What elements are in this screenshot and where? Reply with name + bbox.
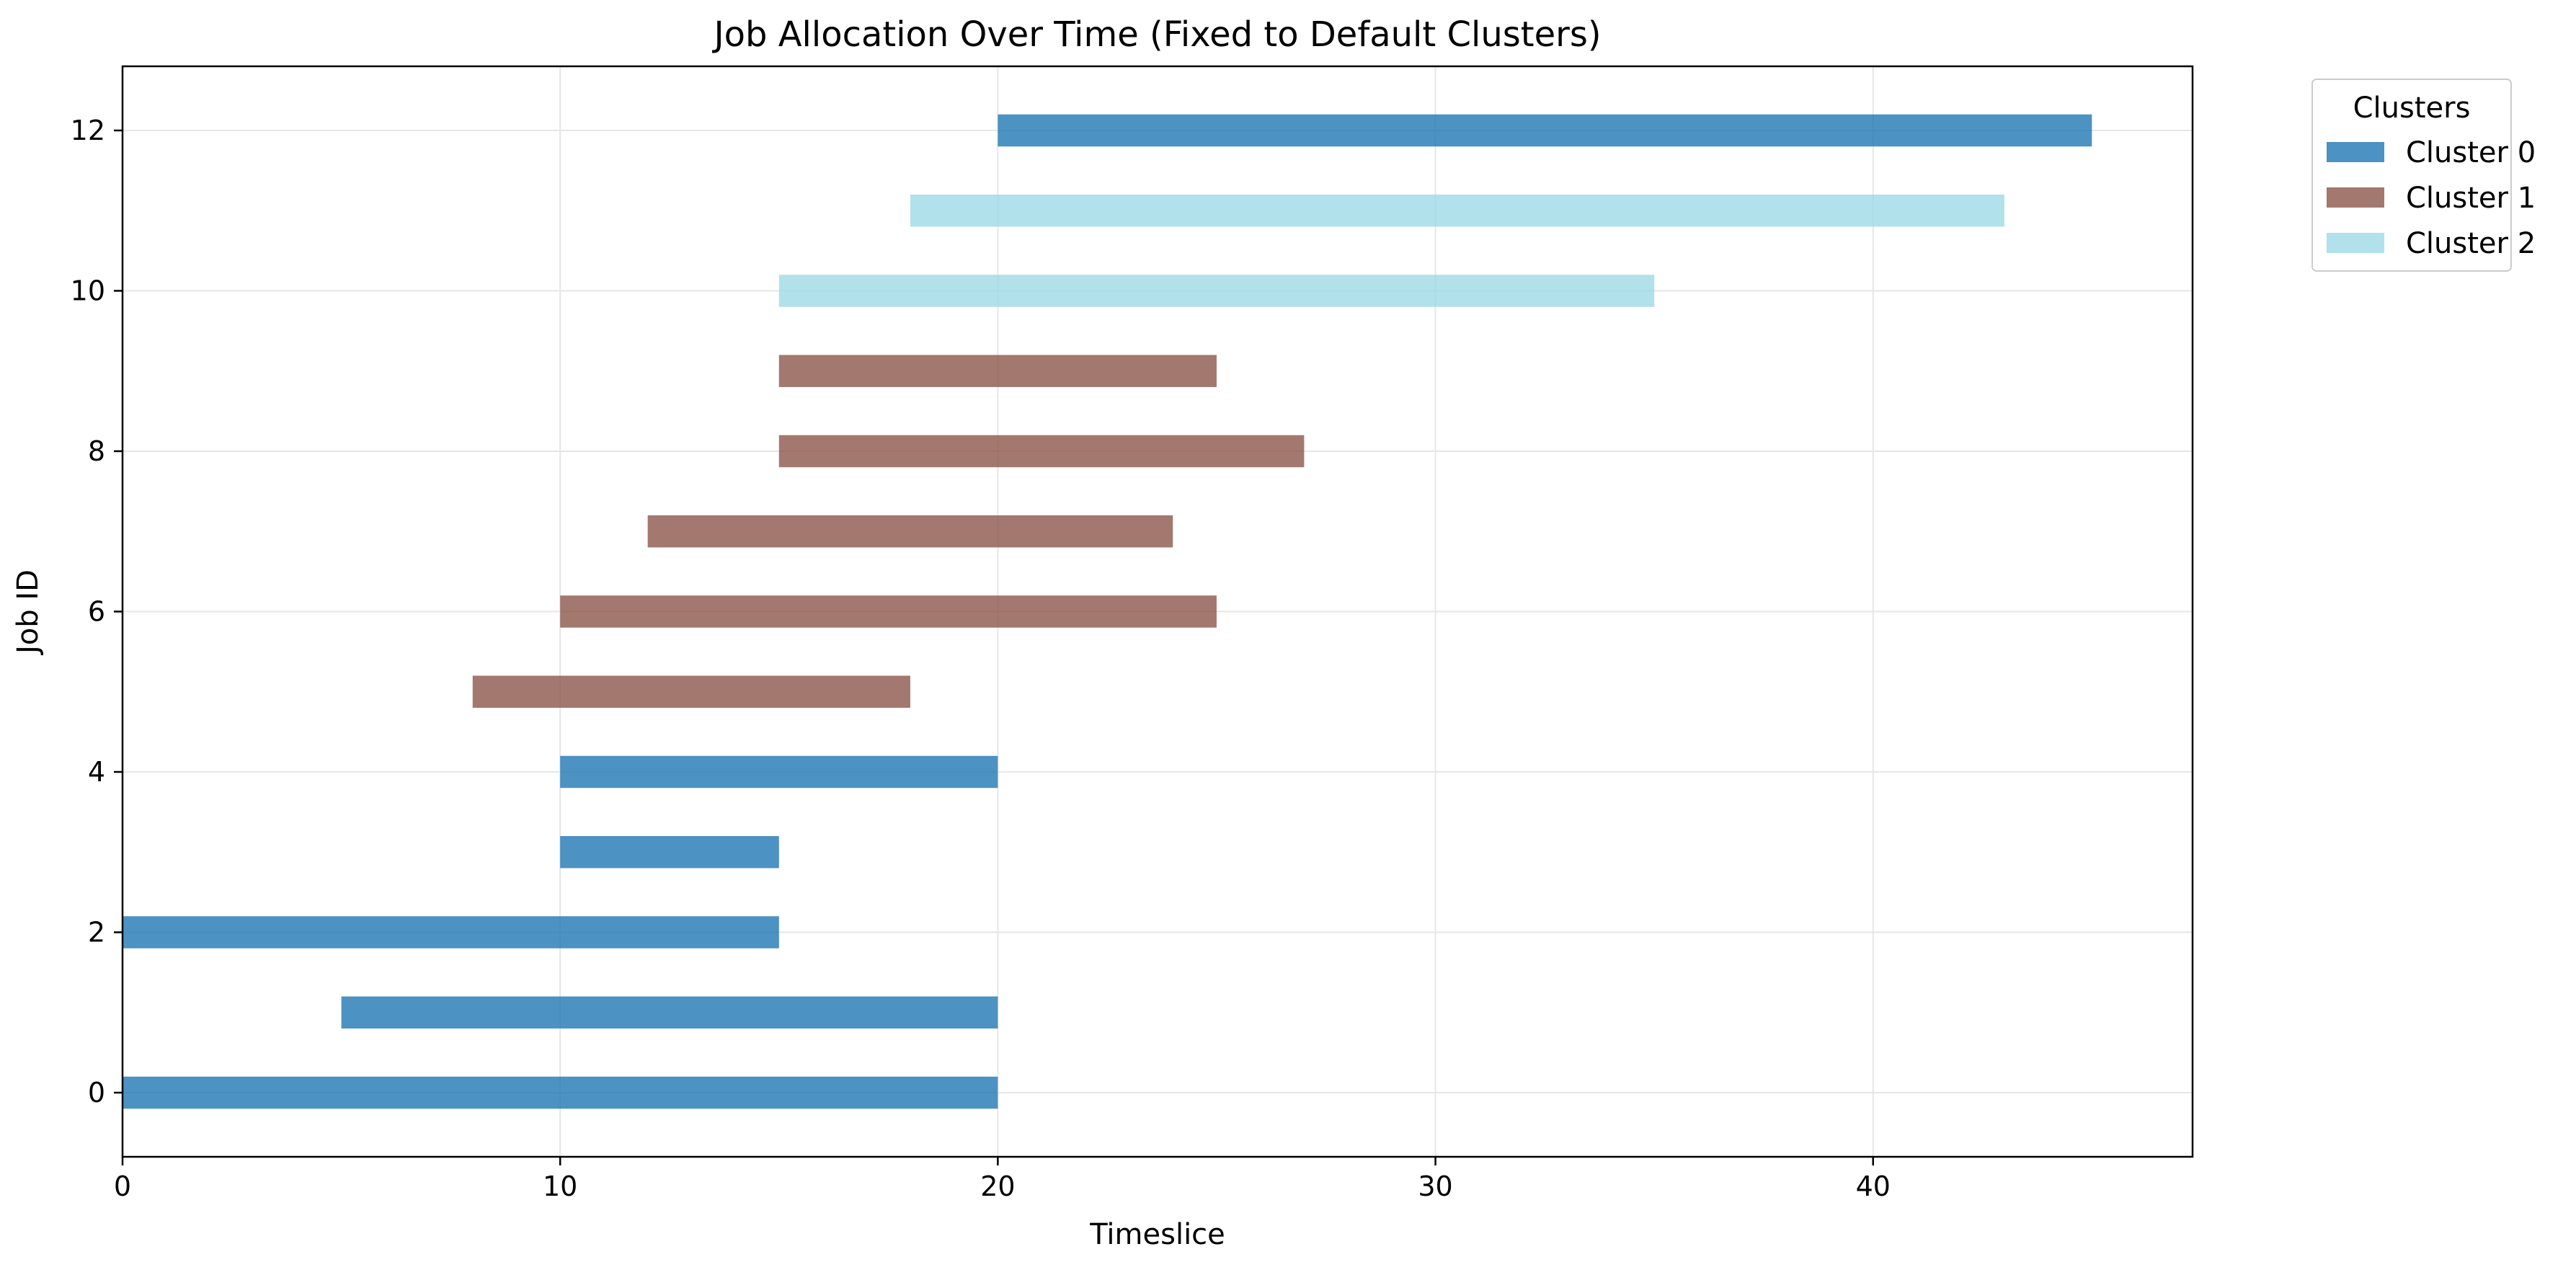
x-axis-label: Timeslice [1089,1218,1225,1251]
y-axis-label: Job ID [12,569,45,656]
job-bar [778,435,1305,468]
legend-swatch [2327,142,2384,162]
job-bar [560,755,998,788]
y-tick-label: 12 [71,115,105,146]
y-tick-label: 4 [88,756,105,788]
legend-title: Clusters [2353,92,2471,125]
x-tick-label: 40 [1856,1170,1891,1202]
x-tick-label: 0 [114,1170,131,1202]
y-tick-label: 10 [71,275,105,307]
job-bar [123,916,779,949]
job-bar [472,675,910,708]
job-bar [560,836,779,868]
y-tick-label: 6 [88,596,105,628]
legend-entries: Cluster 0 Cluster 1 Cluster 2 [2327,136,2536,260]
y-tick-label: 8 [88,435,105,467]
job-bar [647,515,1173,548]
x-tick-label: 10 [543,1170,577,1202]
job-bar [560,595,1217,628]
legend-label: Cluster 0 [2406,136,2536,169]
job-bar [341,996,998,1029]
job-bars [123,114,2092,1109]
job-bar [910,195,2004,227]
legend-label: Cluster 1 [2406,182,2536,215]
legend-swatch [2327,187,2384,208]
axis-ticks: 0 10 20 30 40 0 2 4 6 8 10 12 [71,115,1891,1202]
legend-box [2311,79,2512,272]
y-tick-label: 0 [88,1077,105,1109]
y-tick-label: 2 [88,917,105,949]
legend-swatch [2327,233,2384,253]
x-tick-label: 30 [1418,1170,1452,1202]
job-bar [778,355,1217,387]
chart-title: Job Allocation Over Time (Fixed to Defau… [711,14,1601,55]
x-tick-label: 20 [980,1170,1015,1202]
job-bar [778,275,1655,307]
job-bar [998,114,2092,147]
job-bar [123,1076,998,1109]
legend: Clusters Cluster 0 Cluster 1 Cluster 2 [2311,79,2536,272]
legend-label: Cluster 2 [2406,227,2536,260]
